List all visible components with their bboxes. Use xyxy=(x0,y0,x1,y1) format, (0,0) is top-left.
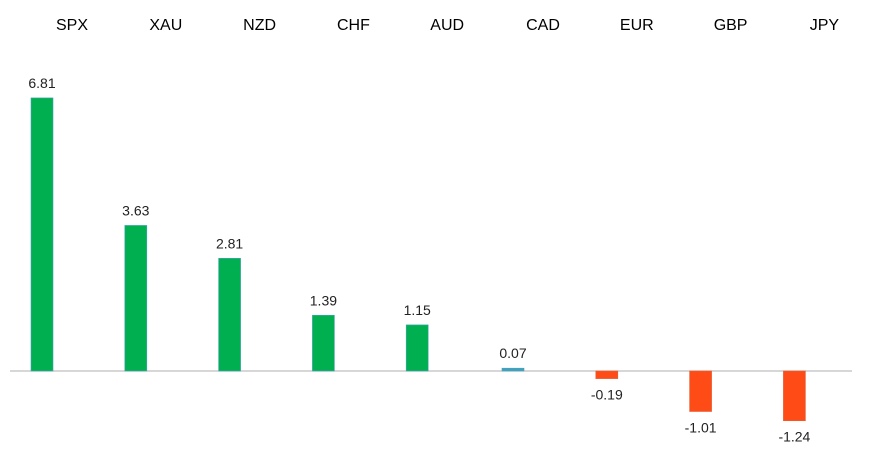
bar-xau xyxy=(124,225,148,372)
bar-cad xyxy=(501,367,525,372)
category-label-nzd: NZD xyxy=(243,17,276,34)
category-label-spx: SPX xyxy=(56,17,88,34)
category-label-cad: CAD xyxy=(526,17,560,34)
bar-eur xyxy=(595,370,619,379)
category-labels: SPX XAU NZD CHF AUD CAD EUR GBP JPY xyxy=(56,17,839,34)
category-label-eur: EUR xyxy=(620,17,654,34)
bar-aud xyxy=(405,324,429,372)
value-label-xau: 3.63 xyxy=(122,202,149,218)
bar-jpy xyxy=(783,370,806,422)
value-label-gbp: -1.01 xyxy=(685,420,717,436)
category-label-aud: AUD xyxy=(430,17,464,34)
value-label-nzd: 2.81 xyxy=(216,235,243,251)
bar-gbp xyxy=(689,370,712,412)
category-label-xau: XAU xyxy=(149,17,182,34)
value-labels: 6.81 3.63 2.81 1.39 1.15 0.07 -0.19 -1.01 -1.24 xyxy=(28,75,810,445)
bar-nzd xyxy=(218,258,241,372)
bars xyxy=(30,97,806,422)
value-label-cad: 0.07 xyxy=(499,345,526,361)
category-label-jpy: JPY xyxy=(810,17,840,34)
bar-spx xyxy=(30,97,54,372)
value-label-jpy: -1.24 xyxy=(778,429,810,445)
value-label-eur: -0.19 xyxy=(591,387,623,403)
value-label-chf: 1.39 xyxy=(310,292,337,308)
bar-chf xyxy=(312,314,335,372)
category-label-gbp: GBP xyxy=(714,17,748,34)
category-label-chf: CHF xyxy=(337,17,370,34)
value-label-aud: 1.15 xyxy=(404,302,431,318)
value-label-spx: 6.81 xyxy=(28,75,55,91)
